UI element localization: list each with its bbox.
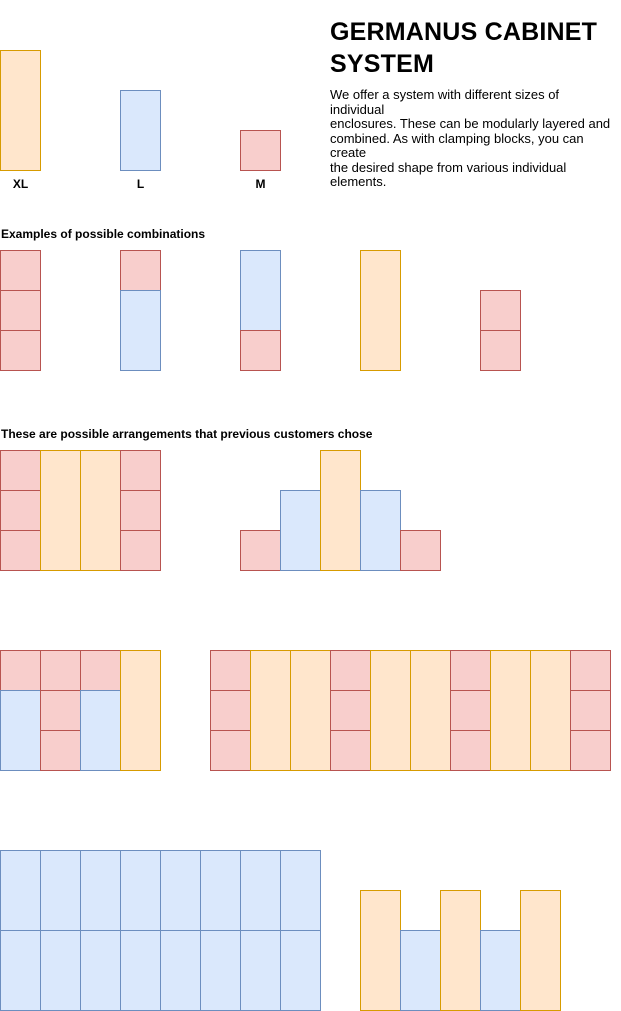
intro-description: We offer a system with different sizes o… — [330, 87, 611, 189]
cabinet-block-l — [200, 930, 241, 1011]
cabinet-block-l — [280, 850, 321, 931]
cabinet-block-l — [0, 930, 41, 1011]
cabinet-block-m — [120, 250, 161, 291]
cabinet-block-l — [480, 930, 521, 1011]
cabinet-block-l — [240, 930, 281, 1011]
cabinet-block-m — [240, 530, 281, 571]
cabinet-block-l — [200, 850, 241, 931]
cabinet-block-l — [400, 930, 441, 1011]
cabinet-block-l — [120, 290, 161, 371]
cabinet-block-l — [120, 850, 161, 931]
cabinet-block-xl — [120, 650, 161, 771]
cabinet-block-l — [80, 690, 121, 771]
combinations-section-heading: Examples of possible combinations — [1, 227, 206, 241]
cabinet-block-l — [240, 850, 281, 931]
cabinet-block-m — [0, 330, 41, 371]
arrangements-section-heading: These are possible arrangements that pre… — [1, 427, 373, 441]
cabinet-block-m — [240, 130, 281, 171]
cabinet-block-l — [80, 850, 121, 931]
cabinet-block-xl — [320, 450, 361, 571]
cabinet-block-m — [120, 490, 161, 531]
cabinet-block-m — [0, 290, 41, 331]
cabinet-block-m — [0, 450, 41, 491]
cabinet-block-l — [120, 90, 161, 171]
cabinet-block-m — [0, 650, 41, 691]
cabinet-block-xl — [360, 250, 401, 371]
cabinet-block-m — [210, 650, 251, 691]
cabinet-block-l — [80, 930, 121, 1011]
cabinet-block-xl — [440, 890, 481, 1011]
cabinet-block-xl — [290, 650, 331, 771]
cabinet-block-l — [160, 850, 201, 931]
cabinet-block-m — [450, 650, 491, 691]
cabinet-block-m — [570, 730, 611, 771]
cabinet-block-l — [40, 930, 81, 1011]
cabinet-block-m — [400, 530, 441, 571]
cabinet-block-m — [210, 690, 251, 731]
cabinet-block-m — [330, 730, 371, 771]
cabinet-block-l — [0, 690, 41, 771]
size-label-m: M — [255, 177, 266, 191]
cabinet-block-m — [570, 650, 611, 691]
cabinet-block-l — [240, 250, 281, 331]
cabinet-block-l — [160, 930, 201, 1011]
cabinet-block-l — [360, 490, 401, 571]
cabinet-block-m — [480, 330, 521, 371]
cabinet-block-m — [0, 250, 41, 291]
cabinet-block-m — [0, 530, 41, 571]
cabinet-block-xl — [370, 650, 411, 771]
cabinet-block-m — [0, 490, 41, 531]
cabinet-block-m — [40, 650, 81, 691]
cabinet-block-xl — [490, 650, 531, 771]
cabinet-block-l — [120, 930, 161, 1011]
size-label-l: L — [136, 177, 145, 191]
cabinet-block-xl — [360, 890, 401, 1011]
cabinet-block-m — [330, 650, 371, 691]
page-title: GERMANUS CABINET SYSTEM — [330, 18, 598, 78]
cabinet-block-m — [240, 330, 281, 371]
cabinet-block-m — [450, 730, 491, 771]
cabinet-block-m — [450, 690, 491, 731]
cabinet-block-m — [120, 450, 161, 491]
cabinet-block-m — [40, 690, 81, 731]
cabinet-block-xl — [0, 50, 41, 171]
cabinet-block-xl — [410, 650, 451, 771]
size-label-xl: XL — [12, 177, 29, 191]
cabinet-block-xl — [250, 650, 291, 771]
cabinet-block-xl — [530, 650, 571, 771]
cabinet-block-m — [210, 730, 251, 771]
cabinet-block-xl — [40, 450, 81, 571]
cabinet-block-m — [330, 690, 371, 731]
cabinet-block-xl — [520, 890, 561, 1011]
cabinet-block-l — [280, 490, 321, 571]
cabinet-block-xl — [80, 450, 121, 571]
cabinet-block-m — [120, 530, 161, 571]
cabinet-block-m — [40, 730, 81, 771]
cabinet-block-l — [0, 850, 41, 931]
cabinet-block-m — [570, 690, 611, 731]
cabinet-block-m — [480, 290, 521, 331]
cabinet-block-l — [40, 850, 81, 931]
cabinet-block-m — [80, 650, 121, 691]
cabinet-block-l — [280, 930, 321, 1011]
